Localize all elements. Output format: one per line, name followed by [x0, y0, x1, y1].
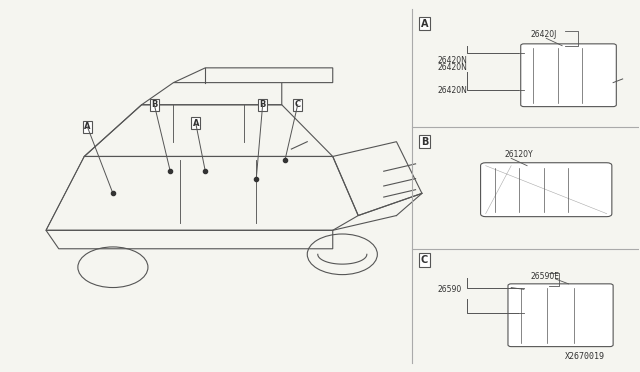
Text: 26120Y: 26120Y [505, 150, 533, 159]
Text: 26420J: 26420J [531, 30, 557, 39]
Text: B: B [151, 100, 157, 109]
FancyBboxPatch shape [481, 163, 612, 217]
Text: 26420N: 26420N [438, 86, 468, 94]
Text: C: C [421, 255, 428, 265]
Text: A: A [193, 119, 199, 128]
Text: 26590: 26590 [438, 285, 462, 294]
Text: 26420N: 26420N [438, 56, 468, 65]
FancyBboxPatch shape [521, 44, 616, 107]
Text: X2670019: X2670019 [564, 352, 604, 361]
FancyBboxPatch shape [508, 284, 613, 347]
Text: A: A [84, 122, 91, 131]
Text: B: B [259, 100, 266, 109]
Text: C: C [294, 100, 301, 109]
Text: A: A [420, 19, 428, 29]
Text: 26420N: 26420N [438, 63, 468, 72]
Text: B: B [421, 137, 428, 147]
Text: 26590E: 26590E [531, 272, 559, 281]
